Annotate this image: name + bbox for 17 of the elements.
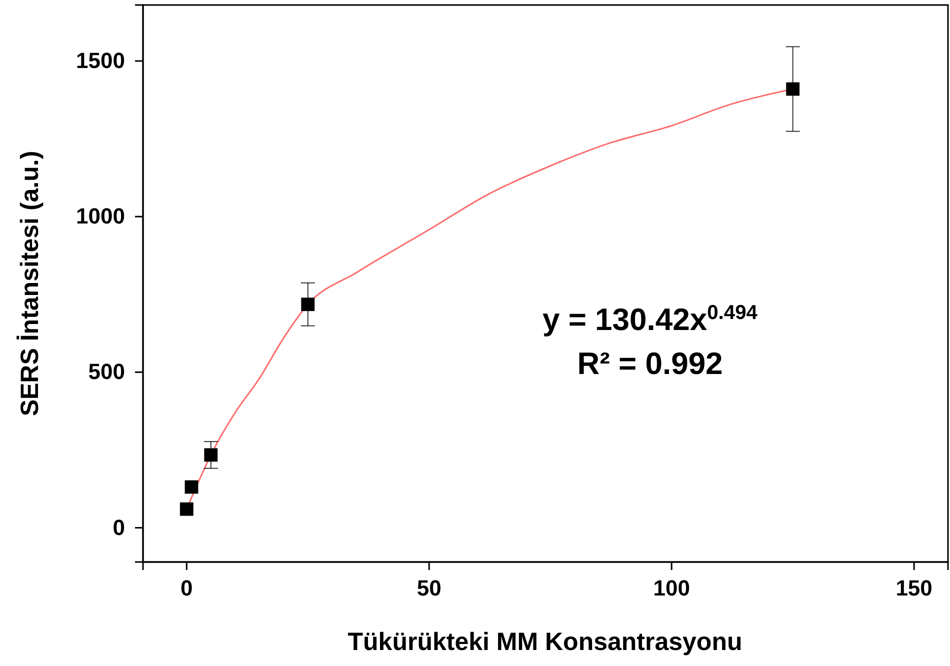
point bbox=[180, 502, 194, 516]
y-tick-label: 1500 bbox=[76, 48, 125, 74]
point bbox=[786, 82, 800, 96]
x-tick-label: 0 bbox=[180, 576, 193, 601]
x-tick-label: 100 bbox=[653, 576, 690, 601]
point bbox=[184, 480, 198, 494]
y-tick-label: 1000 bbox=[76, 204, 125, 229]
y-axis-title: SERS İntansitesi (a.u.) bbox=[16, 150, 44, 416]
point bbox=[301, 298, 315, 312]
annotation: R² = 0.992 bbox=[577, 346, 723, 381]
y-tick-label: 500 bbox=[88, 359, 125, 384]
x-tick-label: 50 bbox=[416, 576, 442, 601]
x-axis-title: Tükürükteki MM Konsantrasyonu bbox=[348, 628, 742, 656]
point bbox=[204, 448, 218, 462]
annotation: y = 130.42x$^{0.494}$ bbox=[542, 302, 758, 337]
x-tick-label: 150 bbox=[896, 576, 932, 601]
y-tick-label: 0 bbox=[112, 514, 125, 540]
